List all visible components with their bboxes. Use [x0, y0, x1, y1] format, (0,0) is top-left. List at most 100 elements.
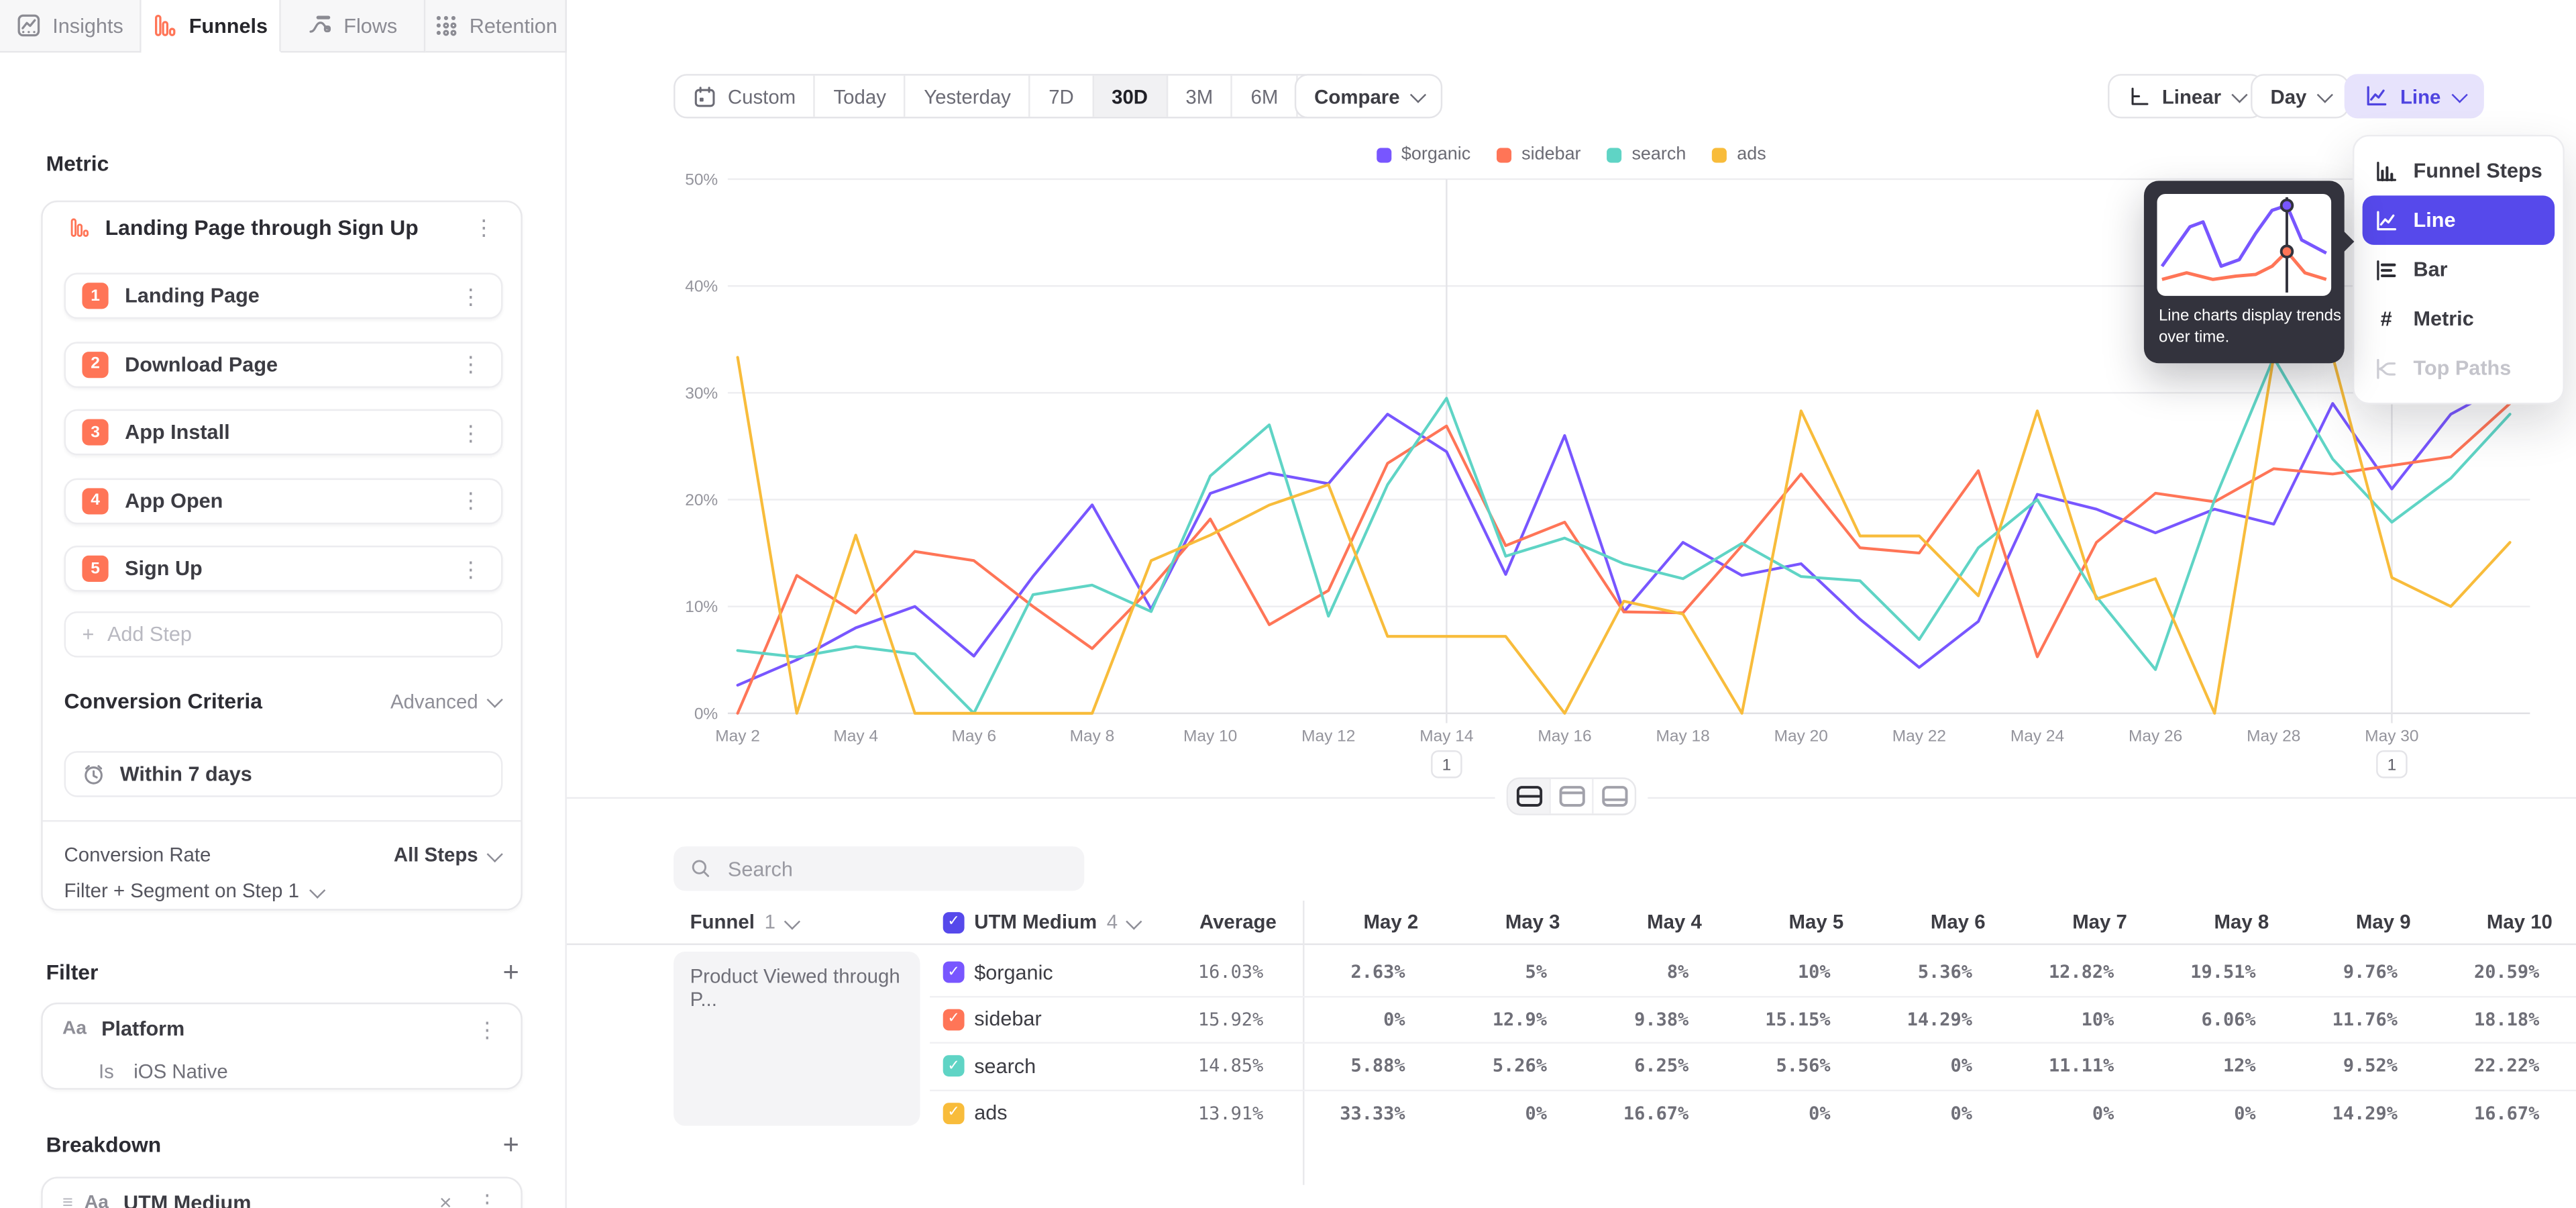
row-checkbox[interactable]: ✓ [943, 1102, 965, 1124]
funnel-step-3[interactable]: 3 App Install ⋮ [64, 409, 503, 456]
date-column-header[interactable]: May 10 [2486, 910, 2553, 934]
date-column-header[interactable]: May 7 [2072, 910, 2127, 934]
funnel-step-4[interactable]: 4 App Open ⋮ [64, 477, 503, 524]
legend-item-search[interactable]: search [1607, 145, 1686, 164]
legend-item-organic[interactable]: $organic [1377, 145, 1470, 164]
filter-condition-row[interactable]: Is iOS Native [43, 1054, 521, 1090]
date-column-header[interactable]: May 9 [2355, 910, 2411, 934]
select-all-checkbox[interactable]: ✓ [943, 911, 965, 933]
funnel-step-1[interactable]: 1 Landing Page ⋮ [64, 272, 503, 319]
date-column-header[interactable]: May 8 [2214, 910, 2269, 934]
filter-kebab-menu-icon[interactable]: ⋮ [476, 1016, 498, 1042]
step-kebab-menu-icon[interactable]: ⋮ [460, 419, 482, 445]
add-breakdown-button[interactable]: + [502, 1129, 519, 1160]
advanced-dropdown[interactable]: Advanced [390, 689, 503, 713]
svg-text:May 10: May 10 [1183, 727, 1237, 745]
range-7d[interactable]: 7D [1030, 75, 1094, 117]
tab-flows[interactable]: Flows [280, 0, 426, 53]
filter-property-row[interactable]: Aa Platform ⋮ [43, 1004, 521, 1053]
step-label: Landing Page [125, 284, 260, 307]
funnel-step-2[interactable]: 2 Download Page ⋮ [64, 341, 503, 387]
insights-icon [16, 13, 41, 38]
table-row-group-label[interactable]: Product Viewed through P... [674, 951, 920, 1126]
row-checkbox[interactable]: ✓ [943, 1009, 965, 1030]
legend-item-sidebar[interactable]: sidebar [1497, 145, 1581, 164]
menu-item-bar[interactable]: Bar [2363, 245, 2555, 294]
range-yesterday[interactable]: Yesterday [906, 75, 1031, 117]
svg-text:May 24: May 24 [2010, 727, 2064, 745]
table-row-search[interactable]: ✓ search 14.85% 5.88% 5.26% 6.25% 5.56% 0% 11.11… [930, 1044, 2576, 1091]
chart-type-label: Line [2400, 85, 2441, 108]
funnel-step-5[interactable]: 5 Sign Up ⋮ [64, 546, 503, 592]
step-label: Sign Up [125, 557, 203, 581]
legend-item-ads[interactable]: ads [1712, 145, 1766, 164]
row-checkbox[interactable]: ✓ [943, 1055, 965, 1077]
search-input[interactable] [724, 855, 1068, 882]
date-column-header[interactable]: May 5 [1788, 910, 1844, 934]
step-label: App Install [125, 420, 230, 444]
range-label: 3M [1185, 85, 1214, 108]
table-row-ads[interactable]: ✓ ads 13.91% 33.33% 0% 16.67% 0% 0% 0% 0% 14.29% 16… [930, 1091, 2576, 1136]
step-kebab-menu-icon[interactable]: ⋮ [460, 283, 482, 309]
tab-retention[interactable]: Retention [425, 0, 567, 53]
range-custom[interactable]: Custom [676, 75, 816, 117]
scale-dropdown[interactable]: Linear [2108, 74, 2264, 119]
conversion-window-button[interactable]: Within 7 days [64, 751, 503, 797]
breakdown-column-dropdown[interactable]: ✓ UTM Medium 4 [930, 911, 1183, 934]
chart-type-menu: Funnel Steps Line Bar # Metric Top Paths [2352, 134, 2565, 405]
calendar-icon [693, 85, 716, 107]
date-column-header[interactable]: May 4 [1647, 910, 1702, 934]
svg-text:30%: 30% [685, 385, 718, 403]
funnel-kebab-menu-icon[interactable]: ⋮ [473, 214, 495, 240]
row-checkbox[interactable]: ✓ [943, 962, 965, 984]
date-column-header[interactable]: May 2 [1363, 910, 1419, 934]
add-filter-button[interactable]: + [502, 956, 519, 988]
funnel-column-dropdown[interactable]: Funnel 1 [690, 901, 801, 944]
date-range-segmented-control: CustomTodayYesterday7D30D3M6M12M [674, 74, 1375, 119]
series-line-search[interactable] [736, 356, 2512, 715]
series-line-sidebar[interactable] [736, 402, 2512, 715]
date-column-header[interactable]: May 6 [1930, 910, 1986, 934]
menu-item-label: Top Paths [2413, 356, 2512, 380]
average-column-header[interactable]: Average [1199, 910, 1277, 934]
step-kebab-menu-icon[interactable]: ⋮ [460, 556, 482, 581]
filter-property-name: Platform [101, 1017, 185, 1041]
row-value: 12.9% [1492, 1009, 1547, 1030]
tab-funnels[interactable]: Funnels [141, 0, 281, 53]
breakdown-property-name: UTM Medium [123, 1191, 252, 1208]
drag-handle-icon[interactable]: ≡ [62, 1192, 73, 1208]
range-today[interactable]: Today [816, 75, 906, 117]
conversion-rate-scope-dropdown[interactable]: All Steps [393, 843, 503, 866]
table-header-main: ✓ UTM Medium 4 Average May 2 May 3 May 4 Ma… [930, 901, 2576, 944]
interval-dropdown[interactable]: Day [2251, 74, 2350, 119]
menu-item-metric[interactable]: # Metric [2363, 294, 2555, 343]
conversion-rate-scope: All Steps [393, 843, 478, 866]
chart-canvas[interactable]: 0% 10% 20% 30% 40% 50% May 2 May 4 May 6 May 8 May… [567, 138, 2576, 796]
menu-item-label: Line [2413, 209, 2456, 232]
table-search[interactable] [674, 846, 1085, 891]
table-row-sidebar[interactable]: ✓ sidebar 15.92% 0% 12.9% 9.38% 15.15% 14.29% 10… [930, 997, 2576, 1044]
step-kebab-menu-icon[interactable]: ⋮ [460, 488, 482, 513]
range-30d[interactable]: 30D [1093, 75, 1168, 117]
date-column-header[interactable]: May 3 [1505, 910, 1560, 934]
menu-item-line[interactable]: Line [2362, 195, 2555, 245]
step-kebab-menu-icon[interactable]: ⋮ [460, 352, 482, 376]
range-6m[interactable]: 6M [1233, 75, 1298, 117]
remove-breakdown-icon[interactable]: × [439, 1190, 452, 1208]
table-row-organic[interactable]: ✓ $organic 16.03% 2.63% 5% 8% 10% 5.36% 12.82% 19… [930, 950, 2576, 997]
breakdown-kebab-menu-icon[interactable]: ⋮ [476, 1190, 498, 1208]
add-step-button[interactable]: + Add Step [64, 611, 503, 658]
series-line-ads[interactable] [736, 355, 2512, 715]
menu-item-funnel-steps[interactable]: Funnel Steps [2363, 146, 2555, 195]
layout-toggle-table-focus-view[interactable] [1594, 779, 1635, 813]
range-3m[interactable]: 3M [1167, 75, 1233, 117]
filter-segment-step-dropdown[interactable]: Filter + Segment on Step 1 [64, 874, 500, 907]
line-chart[interactable]: $organic sidebar search ads 0% 10% 20% 30% 40% 5… [567, 138, 2576, 796]
chart-type-dropdown[interactable]: Line [2344, 74, 2484, 119]
compare-button[interactable]: Compare [1294, 74, 1443, 119]
tab-insights[interactable]: Insights [0, 0, 142, 53]
layout-toggle-chart-focus-view[interactable] [1551, 778, 1594, 814]
layout-toggle-split-view[interactable] [1508, 778, 1551, 814]
breakdown-property-row[interactable]: ≡ Aa UTM Medium × ⋮ [43, 1178, 521, 1208]
row-value: 2.63% [1350, 962, 1405, 984]
